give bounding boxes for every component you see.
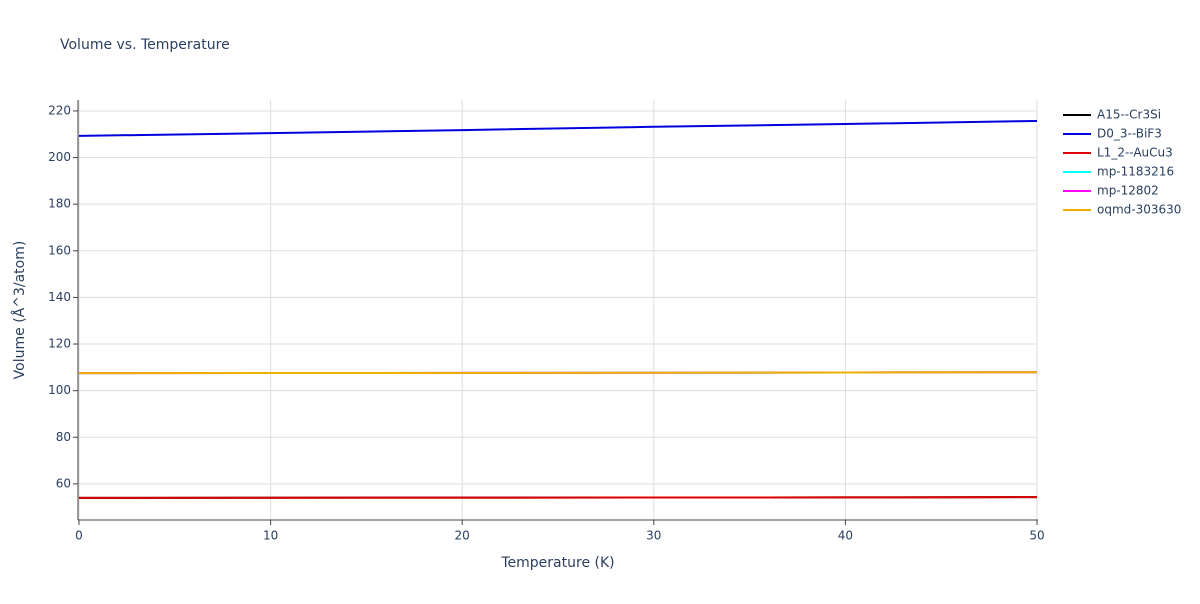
- x-tick-label: 10: [263, 529, 278, 543]
- x-axis-label: Temperature (K): [500, 555, 614, 571]
- series-line: [78, 496, 1038, 499]
- legend-label: L1_2--AuCu3: [1097, 146, 1173, 160]
- x-tick-label: 40: [838, 529, 853, 543]
- legend-label: mp-1183216: [1097, 165, 1174, 179]
- series-line: [78, 371, 1038, 375]
- x-tick-label: 50: [1029, 529, 1044, 543]
- y-tick-label: 160: [48, 243, 71, 257]
- legend-label: oqmd-303630: [1097, 203, 1181, 217]
- y-tick-label: 180: [48, 197, 71, 211]
- y-tick-label: 60: [56, 476, 71, 490]
- x-tick-label: 20: [455, 529, 470, 543]
- x-tick-label: 30: [646, 529, 661, 543]
- y-tick-label: 120: [48, 337, 71, 351]
- chart-title: Volume vs. Temperature: [60, 37, 230, 53]
- x-tick-label: 0: [75, 529, 83, 543]
- series-line: [78, 119, 1038, 137]
- legend-label: mp-12802: [1097, 184, 1159, 198]
- y-tick-label: 220: [48, 103, 71, 117]
- y-axis-label: Volume (Å^3/atom): [11, 241, 28, 380]
- legend-label: D0_3--BiF3: [1097, 127, 1162, 141]
- legend-label: A15--Cr3Si: [1097, 108, 1161, 122]
- y-tick-label: 200: [48, 150, 71, 164]
- legend: A15--Cr3Si D0_3--BiF3 L1_2--AuCu3 mp-118321…: [1063, 108, 1181, 217]
- y-tick-label: 80: [56, 430, 71, 444]
- plot-area: [78, 119, 1038, 499]
- grid: [78, 100, 1038, 520]
- y-tick-label: 140: [48, 290, 71, 304]
- y-tick-label: 100: [48, 383, 71, 397]
